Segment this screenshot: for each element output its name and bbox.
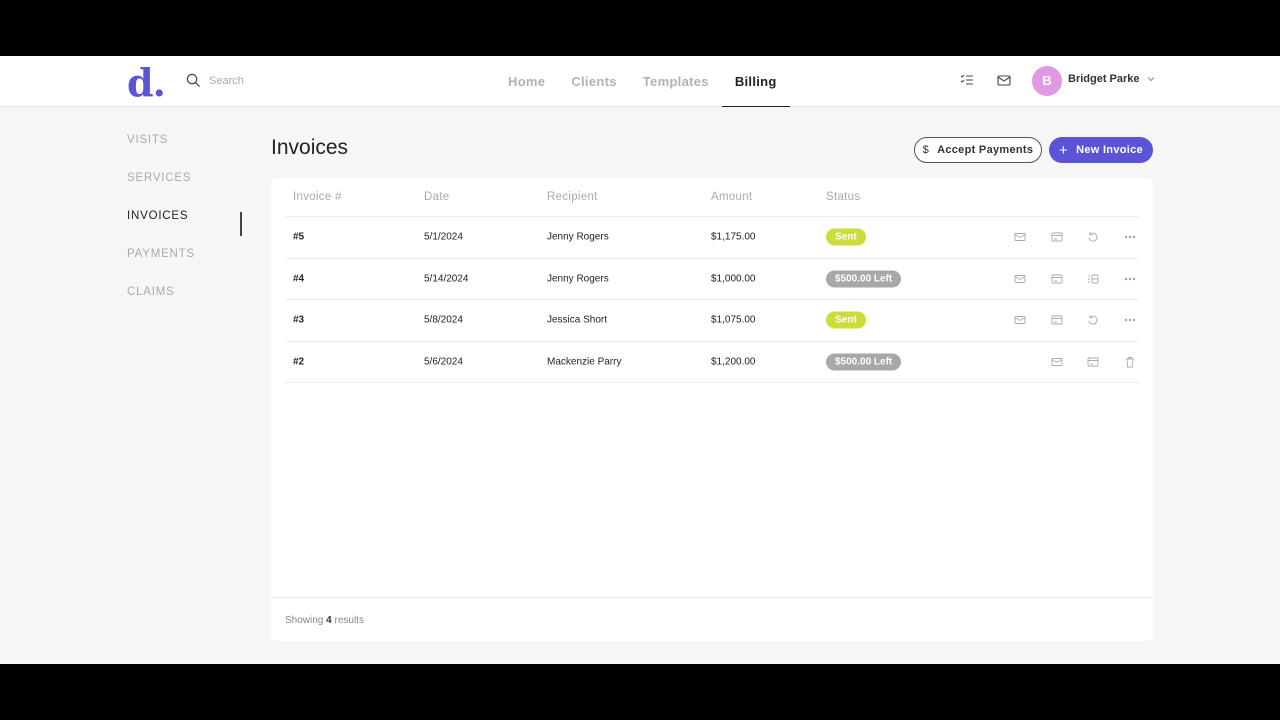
card-icon[interactable]	[1051, 273, 1063, 285]
more-icon[interactable]	[1124, 231, 1136, 243]
invoice-number[interactable]: #5	[293, 231, 305, 243]
nav-home[interactable]: Home	[508, 74, 546, 89]
invoice-amount: $1,200.00	[711, 356, 756, 368]
status-badge: $500.00 Left	[826, 270, 902, 288]
status-badge: Sent	[826, 311, 866, 329]
sidebar-item-payments[interactable]: PAYMENTS	[127, 248, 195, 260]
plus-icon: +	[1059, 141, 1069, 159]
avatar[interactable]: B	[1032, 66, 1062, 96]
trash-icon[interactable]	[1124, 356, 1136, 368]
status-badge: Sent	[826, 228, 866, 246]
list-icon[interactable]	[1087, 273, 1099, 285]
results-suffix: results	[334, 615, 364, 626]
search-input[interactable]: Search	[186, 73, 244, 88]
invoice-date: 5/14/2024	[424, 273, 469, 285]
invoice-amount: $1,000.00	[711, 273, 756, 285]
invoice-recipient: Jenny Rogers	[547, 231, 609, 243]
table-row[interactable]: #2 5/6/2024 Mackenzie Parry $1,200.00 $5…	[285, 342, 1139, 383]
more-icon[interactable]	[1124, 314, 1136, 326]
invoices-table: Invoice # Date Recipient Amount Status #…	[271, 178, 1153, 641]
top-header: d. Search Home Clients Templates Billing…	[0, 56, 1280, 107]
results-prefix: Showing	[285, 615, 324, 626]
invoice-date: 5/1/2024	[424, 231, 463, 243]
mail-icon[interactable]	[997, 73, 1011, 87]
invoice-recipient: Jessica Short	[547, 314, 608, 326]
undo-icon[interactable]	[1087, 231, 1099, 243]
status-badge: $500.00 Left	[826, 353, 902, 371]
page-title: Invoices	[271, 136, 349, 159]
invoice-amount: $1,075.00	[711, 314, 756, 326]
undo-icon[interactable]	[1087, 314, 1099, 326]
mail-icon[interactable]	[1014, 314, 1026, 326]
sidebar-item-invoices[interactable]: INVOICES	[127, 210, 189, 222]
active-indicator	[240, 212, 242, 236]
invoice-amount: $1,175.00	[711, 231, 756, 243]
invoice-number[interactable]: #4	[293, 273, 305, 285]
logo[interactable]: d.	[127, 60, 166, 105]
table-row[interactable]: #3 5/8/2024 Jessica Short $1,075.00 Sent	[285, 300, 1139, 342]
main-nav: Home Clients Templates Billing	[495, 56, 790, 107]
dollar-icon: $	[922, 144, 930, 156]
invoice-number[interactable]: #3	[293, 314, 305, 326]
invoice-recipient: Jenny Rogers	[547, 273, 609, 285]
search-icon	[186, 73, 201, 88]
sidebar: VISITS SERVICES INVOICES PAYMENTS CLAIMS	[127, 134, 195, 324]
col-date: Date	[424, 191, 450, 203]
search-placeholder: Search	[209, 74, 244, 87]
chevron-down-icon[interactable]	[1147, 75, 1155, 83]
results-count: Showing 4 results	[271, 597, 1153, 641]
col-amount: Amount	[711, 191, 753, 203]
new-invoice-label: New Invoice	[1076, 144, 1143, 156]
sidebar-item-visits[interactable]: VISITS	[127, 134, 169, 146]
card-icon[interactable]	[1051, 314, 1063, 326]
nav-templates[interactable]: Templates	[642, 74, 709, 89]
checklist-icon[interactable]	[960, 73, 974, 87]
invoice-recipient: Mackenzie Parry	[547, 356, 622, 368]
card-icon[interactable]	[1051, 231, 1063, 243]
table-row[interactable]: #5 5/1/2024 Jenny Rogers $1,175.00 Sent	[285, 217, 1139, 259]
invoice-date: 5/6/2024	[424, 356, 463, 368]
col-recipient: Recipient	[547, 191, 598, 203]
sidebar-item-services[interactable]: SERVICES	[127, 172, 192, 184]
table-row[interactable]: #4 5/14/2024 Jenny Rogers $1,000.00 $500…	[285, 259, 1139, 300]
card-icon[interactable]	[1087, 356, 1099, 368]
results-number: 4	[326, 615, 332, 626]
sidebar-item-claims[interactable]: CLAIMS	[127, 286, 175, 298]
user-name: Bridget Parke	[1068, 73, 1140, 85]
invoice-number[interactable]: #2	[293, 356, 305, 368]
accept-payments-label: Accept Payments	[937, 144, 1034, 156]
new-invoice-button[interactable]: + New Invoice	[1049, 137, 1153, 163]
more-icon[interactable]	[1124, 273, 1136, 285]
invoice-date: 5/8/2024	[424, 314, 463, 326]
app: d. Search Home Clients Templates Billing…	[0, 56, 1280, 664]
mail-icon[interactable]	[1014, 231, 1026, 243]
accept-payments-button[interactable]: $ Accept Payments	[914, 137, 1042, 163]
table-header: Invoice # Date Recipient Amount Status	[285, 178, 1139, 217]
col-status: Status	[826, 191, 861, 203]
nav-billing[interactable]: Billing	[721, 56, 790, 107]
nav-clients[interactable]: Clients	[571, 74, 617, 89]
col-invoice: Invoice #	[293, 191, 342, 203]
user-menu[interactable]: Bridget Parke	[1068, 73, 1155, 85]
mail-icon[interactable]	[1051, 356, 1063, 368]
mail-icon[interactable]	[1014, 273, 1026, 285]
